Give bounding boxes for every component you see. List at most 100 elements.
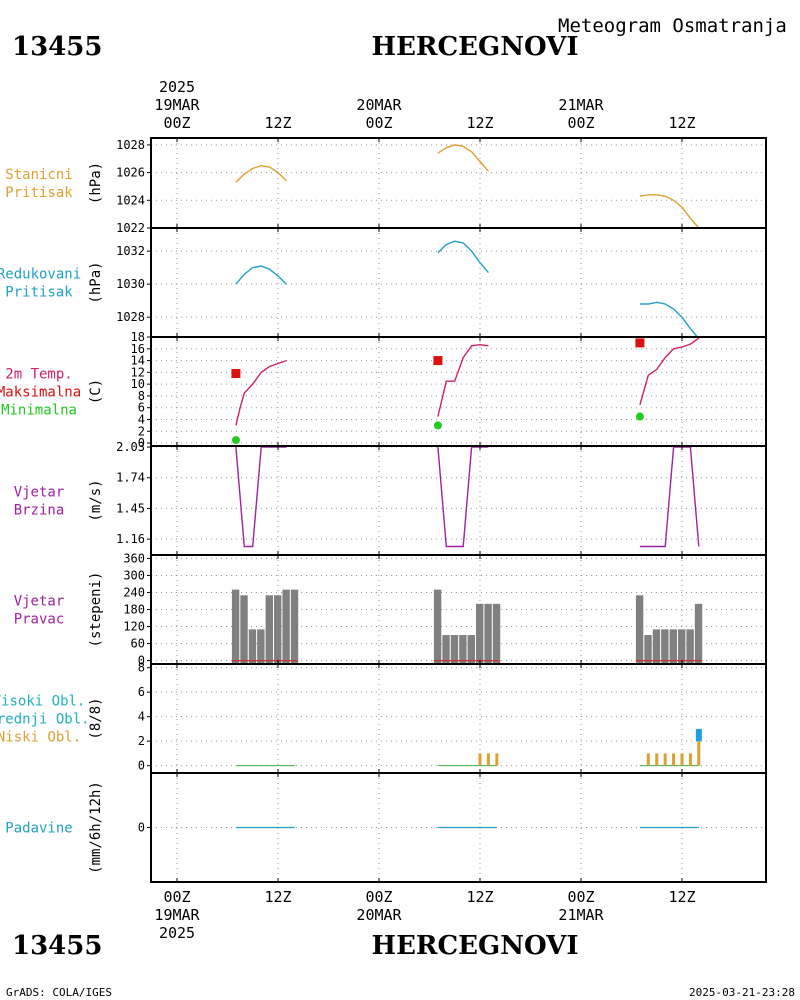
y-tick-label: 360 [123,551,145,565]
wind-direction-bar [686,629,694,664]
y-tick-label: 1.16 [116,532,145,546]
y-tick-label: 4 [138,412,145,426]
y-tick-label: 180 [123,603,145,617]
wind-direction-bar [492,603,501,664]
panel-label: Minimalna [1,403,77,419]
cloud-bar [680,753,684,766]
top-hour-label: 00Z [567,114,594,132]
cloud-bar [646,753,650,766]
y-tick-label: 1028 [116,138,145,152]
wind-direction-bar [231,589,240,664]
wind-direction-bar [273,595,282,664]
panel-wind-direction: 0 60 120 180 240 300 360 (stepeni) Vjetar Pravac [14,551,767,668]
cloud-bar [695,728,702,742]
panel-frame [150,227,767,338]
y-axis-label: (hPa) [88,162,104,204]
wind-direction-bar [240,595,248,664]
max-temp-marker [433,356,443,366]
panel-label: Pravac [14,612,65,628]
bottom-day-label: 20MAR [356,906,402,924]
wind-direction-bar [652,629,661,664]
y-tick-label: 0 [138,759,145,773]
top-day-label: 19MAR [154,96,200,114]
y-tick-label: 18 [131,330,145,344]
series-line [437,343,489,417]
y-tick-label: 1028 [116,310,145,324]
y-tick-label: 1024 [116,193,145,207]
cloud-bar [697,741,701,766]
max-temp-marker [635,338,645,348]
y-tick-label: 6 [138,685,145,699]
series-line [437,240,489,274]
bottom-hour-label: 12Z [466,888,493,906]
y-tick-label: 120 [123,620,145,634]
bottom-day-label: 21MAR [558,906,604,924]
panel-wind-speed: 1.16 1.45 1.74 2.03 (m/s) Vjetar Brzina [14,440,767,556]
wind-direction-bar [433,589,442,664]
panel-label: Stanicni [5,167,72,183]
y-tick-label: 6 [138,401,145,415]
y-tick-label: 0 [138,821,145,835]
panel-label: 2m Temp. [5,367,72,383]
bottom-day-label: 19MAR [154,906,200,924]
station-name-top: HERCEGNOVI [372,32,579,62]
bottom-hour-label: 00Z [163,888,190,906]
wind-direction-bar [677,629,686,664]
cloud-bar [486,753,490,766]
wind-direction-bar [661,629,669,664]
top-hour-label: 12Z [264,114,291,132]
y-tick-label: 4 [138,710,145,724]
wind-direction-bar [265,595,273,664]
cloud-bar [663,753,667,766]
series-line [437,446,489,548]
series-line [235,164,287,183]
wind-direction-bar [467,635,475,664]
bottom-hour-label: 12Z [264,888,291,906]
wind-direction-bar [475,603,484,664]
min-temp-marker [635,412,644,421]
cloud-bar [688,753,692,766]
min-temp-marker [231,436,240,445]
top-day-label: 21MAR [558,96,604,114]
panel-frame [150,137,767,229]
y-tick-label: 10 [131,377,145,391]
panel-label: Niski Obl. [0,730,81,746]
top-hour-label: 12Z [466,114,493,132]
y-tick-label: 240 [123,585,145,599]
bottom-time-axis: 00Z 12Z 00Z 12Z 00Z 12Z 19MAR 20MAR 21MA… [154,888,695,942]
panel-label: Visoki Obl. [0,694,85,710]
meteogram-panels: 1022 1024 10 2 6 1028 (hPa) Stanicni Pritisak 102… [0,137,767,883]
series-line [235,265,287,285]
top-hour-label: 00Z [365,114,392,132]
wind-direction-bar [450,635,459,664]
y-tick-label: 0 [138,654,145,668]
y-axis-label: (8/8) [88,697,104,739]
panel-label: Brzina [14,503,65,519]
panel-label: Pritisak [5,285,73,301]
wind-direction-bar [290,589,299,664]
y-axis-label: (C) [88,379,104,404]
wind-direction-bar [644,635,652,664]
top-year-label: 2025 [159,78,195,96]
wind-direction-bar [248,629,257,664]
series-line [235,446,287,548]
y-tick-label: 1022 [116,221,145,235]
y-axis-label: (m/s) [88,479,104,521]
y-tick-label: 2 [138,424,145,438]
wind-direction-bar [459,635,467,664]
y-tick-label: 12 [131,365,145,379]
y-tick-label: 0 [138,436,145,450]
max-temp-marker [231,369,241,379]
y-tick-label: 1030 [116,277,145,291]
bottom-hour-label: 00Z [365,888,392,906]
wind-direction-bar [635,595,644,664]
timestamp-text: 2025-03-21-23:28 [689,986,795,999]
y-tick-label: 1032 [116,244,145,258]
cloud-bar [495,753,499,766]
y-tick-label: 8 [138,661,145,675]
panel-frame [150,772,767,883]
wind-direction-bar [484,603,492,664]
wind-direction-bar [282,589,290,664]
